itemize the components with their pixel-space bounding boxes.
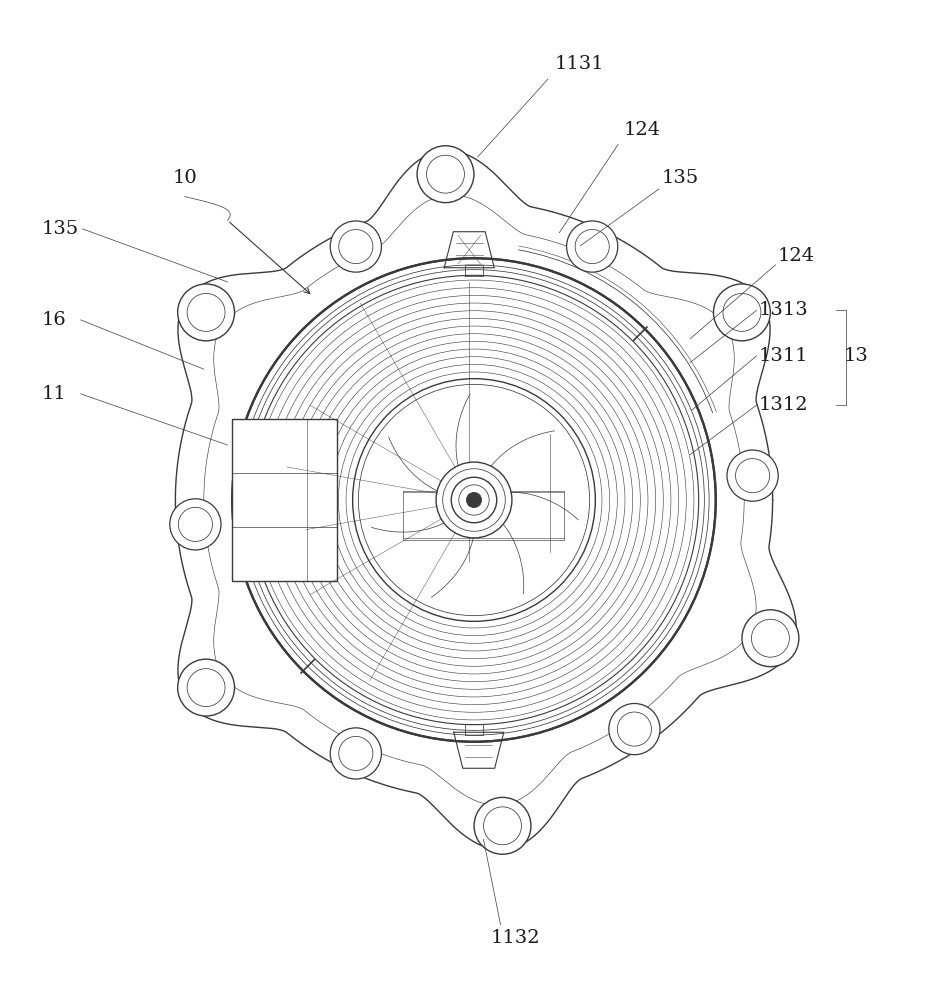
- Bar: [403, 491, 564, 540]
- Text: 1131: 1131: [555, 55, 604, 73]
- Circle shape: [232, 258, 716, 742]
- Text: 13: 13: [844, 347, 868, 365]
- Text: 1313: 1313: [758, 301, 808, 319]
- Circle shape: [353, 379, 595, 621]
- Circle shape: [417, 146, 474, 203]
- Text: 135: 135: [42, 220, 79, 238]
- Bar: [232, 419, 337, 581]
- Text: 1311: 1311: [758, 347, 808, 365]
- Circle shape: [436, 462, 512, 538]
- Text: 135: 135: [662, 169, 699, 187]
- Circle shape: [177, 659, 234, 716]
- Text: 1132: 1132: [491, 929, 540, 947]
- Text: 1312: 1312: [758, 396, 808, 414]
- Text: 124: 124: [777, 247, 814, 265]
- Circle shape: [727, 450, 778, 501]
- Circle shape: [466, 492, 482, 508]
- Text: 10: 10: [173, 169, 197, 187]
- Circle shape: [330, 728, 381, 779]
- Text: 16: 16: [42, 311, 66, 329]
- Circle shape: [567, 221, 618, 272]
- Circle shape: [474, 797, 531, 854]
- Circle shape: [714, 284, 771, 341]
- Circle shape: [609, 703, 660, 755]
- Circle shape: [170, 499, 221, 550]
- Circle shape: [451, 477, 497, 523]
- Circle shape: [742, 610, 799, 667]
- Circle shape: [330, 221, 381, 272]
- Text: 11: 11: [42, 385, 66, 403]
- Text: 124: 124: [624, 121, 661, 139]
- Circle shape: [177, 284, 234, 341]
